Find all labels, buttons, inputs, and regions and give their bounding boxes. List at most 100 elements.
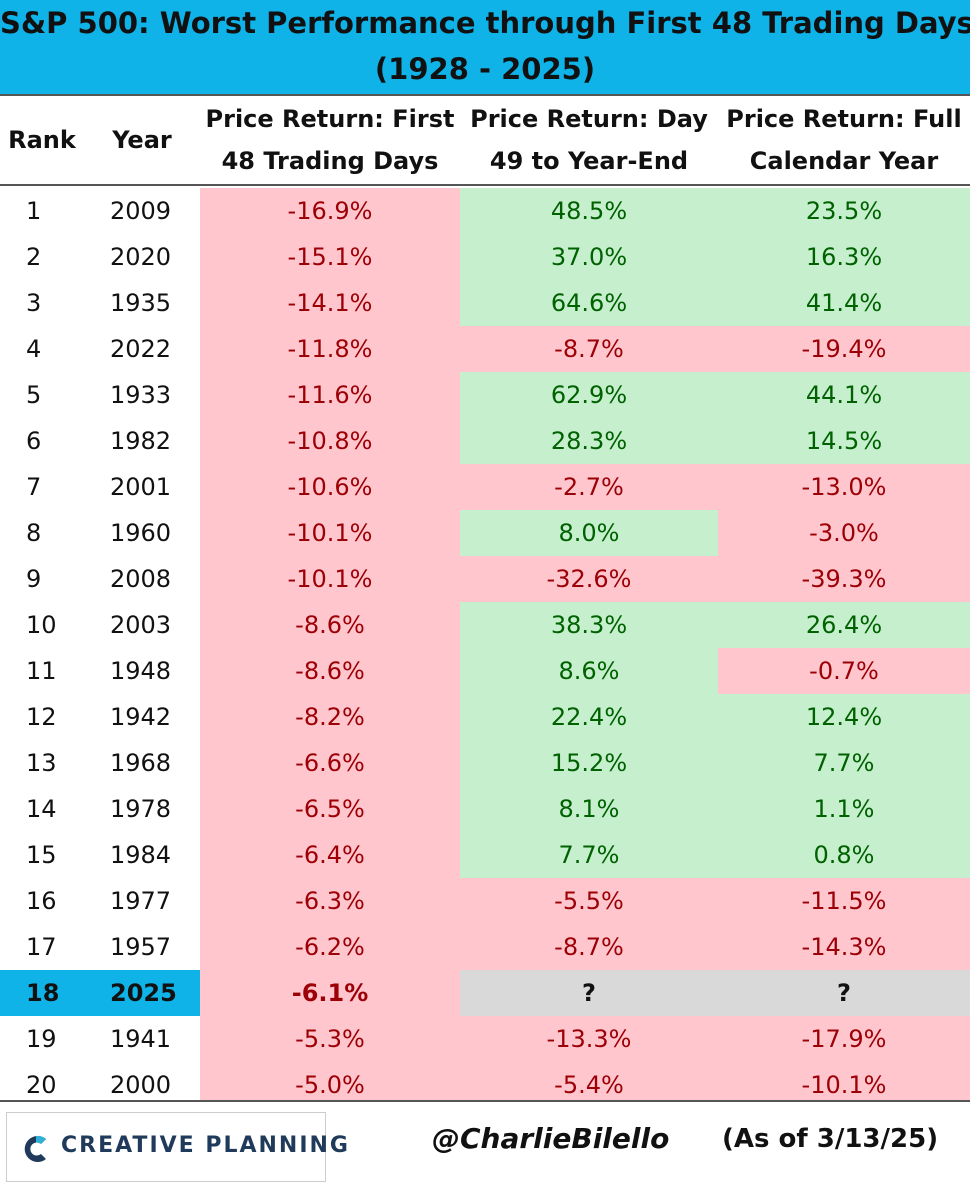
- first48-cell: -8.6%: [200, 648, 460, 694]
- rest-cell: 48.5%: [460, 188, 718, 234]
- row-lead-cell: 7 2001: [0, 464, 200, 510]
- row-lead-cell: 20 2000: [0, 1062, 200, 1108]
- table-row: 4 2022 -11.8% -8.7% -19.4%: [0, 326, 970, 372]
- row-lead-cell: 3 1935: [0, 280, 200, 326]
- column-header-rest-line2: 49 to Year-End: [489, 147, 689, 175]
- year-cell: 1978: [110, 795, 172, 823]
- year-cell: 1984: [110, 841, 172, 869]
- rank-cell: 11: [26, 657, 57, 685]
- table-row: 18 2025 -6.1%??: [0, 970, 970, 1016]
- column-header-rank-label: Rank: [8, 126, 76, 154]
- table-row: 12 1942 -8.2% 22.4% 12.4%: [0, 694, 970, 740]
- column-header-full-line1: Price Return: Full: [726, 105, 962, 133]
- rest-cell: 15.2%: [460, 740, 718, 786]
- rank-cell: 16: [26, 887, 57, 915]
- rank-cell: 14: [26, 795, 57, 823]
- creative-planning-logo-icon: [24, 1135, 46, 1162]
- first48-cell: -16.9%: [200, 188, 460, 234]
- year-cell: 2008: [110, 565, 172, 593]
- rest-cell: 38.3%: [460, 602, 718, 648]
- year-cell: 1960: [110, 519, 172, 547]
- rank-cell: 4: [26, 335, 42, 363]
- table-row: 1 2009 -16.9% 48.5% 23.5%: [0, 188, 970, 234]
- row-lead-cell: 10 2003: [0, 602, 200, 648]
- year-cell: 1933: [110, 381, 172, 409]
- rank-cell: 3: [26, 289, 42, 317]
- column-header-rest: Price Return: Day 49 to Year-End: [460, 96, 718, 184]
- first48-cell: -10.6%: [200, 464, 460, 510]
- column-header-first48: Price Return: First 48 Trading Days: [200, 96, 460, 184]
- chart-subtitle: (1928 - 2025): [374, 52, 596, 86]
- rest-cell: ?: [460, 970, 718, 1016]
- year-cell: 1941: [110, 1025, 172, 1053]
- full-cell: -0.7%: [718, 648, 970, 694]
- rest-cell: 8.0%: [460, 510, 718, 556]
- column-header-year: Year: [84, 96, 200, 184]
- table-row: 2 2020 -15.1% 37.0% 16.3%: [0, 234, 970, 280]
- rank-cell: 6: [26, 427, 42, 455]
- full-cell: ?: [718, 970, 970, 1016]
- full-cell: -19.4%: [718, 326, 970, 372]
- table-row: 11 1948 -8.6% 8.6% -0.7%: [0, 648, 970, 694]
- first48-cell: -10.1%: [200, 556, 460, 602]
- rest-cell: 28.3%: [460, 418, 718, 464]
- year-cell: 1942: [110, 703, 172, 731]
- column-header-full-line2: Calendar Year: [749, 147, 939, 175]
- rank-cell: 5: [26, 381, 42, 409]
- year-cell: 2020: [110, 243, 172, 271]
- rank-cell: 9: [26, 565, 42, 593]
- row-lead-cell: 2 2020: [0, 234, 200, 280]
- table-row: 17 1957 -6.2% -8.7% -14.3%: [0, 924, 970, 970]
- rest-cell: -32.6%: [460, 556, 718, 602]
- year-cell: 1935: [110, 289, 172, 317]
- full-cell: 0.8%: [718, 832, 970, 878]
- table-row: 8 1960 -10.1% 8.0% -3.0%: [0, 510, 970, 556]
- rank-cell: 8: [26, 519, 42, 547]
- table-row: 9 2008 -10.1% -32.6% -39.3%: [0, 556, 970, 602]
- row-lead-cell: 11 1948: [0, 648, 200, 694]
- first48-cell: -5.3%: [200, 1016, 460, 1062]
- rest-cell: 62.9%: [460, 372, 718, 418]
- first48-cell: -11.6%: [200, 372, 460, 418]
- full-cell: -39.3%: [718, 556, 970, 602]
- rest-cell: -5.5%: [460, 878, 718, 924]
- table-row: 7 2001 -10.6% -2.7% -13.0%: [0, 464, 970, 510]
- rank-cell: 20: [26, 1071, 57, 1099]
- rank-cell: 18: [26, 979, 60, 1007]
- row-lead-cell: 8 1960: [0, 510, 200, 556]
- full-cell: -17.9%: [718, 1016, 970, 1062]
- column-header-year-label: Year: [112, 126, 172, 154]
- rank-cell: 12: [26, 703, 57, 731]
- full-cell: 7.7%: [718, 740, 970, 786]
- first48-cell: -14.1%: [200, 280, 460, 326]
- rest-cell: -2.7%: [460, 464, 718, 510]
- year-cell: 1982: [110, 427, 172, 455]
- first48-cell: -6.2%: [200, 924, 460, 970]
- table-row: 10 2003 -8.6% 38.3% 26.4%: [0, 602, 970, 648]
- rank-cell: 1: [26, 197, 42, 225]
- year-cell: 1948: [110, 657, 172, 685]
- year-cell: 2001: [110, 473, 172, 501]
- chart-title: S&P 500: Worst Performance through First…: [0, 6, 970, 40]
- table-header: Rank Year Price Return: First 48 Trading…: [0, 96, 970, 186]
- first48-cell: -8.2%: [200, 694, 460, 740]
- full-cell: -13.0%: [718, 464, 970, 510]
- rest-cell: 37.0%: [460, 234, 718, 280]
- full-cell: 16.3%: [718, 234, 970, 280]
- table-row: 5 1933 -11.6% 62.9% 44.1%: [0, 372, 970, 418]
- row-lead-cell: 16 1977: [0, 878, 200, 924]
- rank-cell: 17: [26, 933, 57, 961]
- year-cell: 1957: [110, 933, 172, 961]
- first48-cell: -10.8%: [200, 418, 460, 464]
- year-cell: 2022: [110, 335, 172, 363]
- rest-cell: -8.7%: [460, 326, 718, 372]
- row-lead-cell: 1 2009: [0, 188, 200, 234]
- row-lead-cell: 12 1942: [0, 694, 200, 740]
- table-row: 6 1982 -10.8% 28.3% 14.5%: [0, 418, 970, 464]
- year-cell: 2025: [110, 979, 177, 1007]
- first48-cell: -6.5%: [200, 786, 460, 832]
- first48-cell: -6.3%: [200, 878, 460, 924]
- rank-cell: 7: [26, 473, 42, 501]
- first48-cell: -6.1%: [200, 970, 460, 1016]
